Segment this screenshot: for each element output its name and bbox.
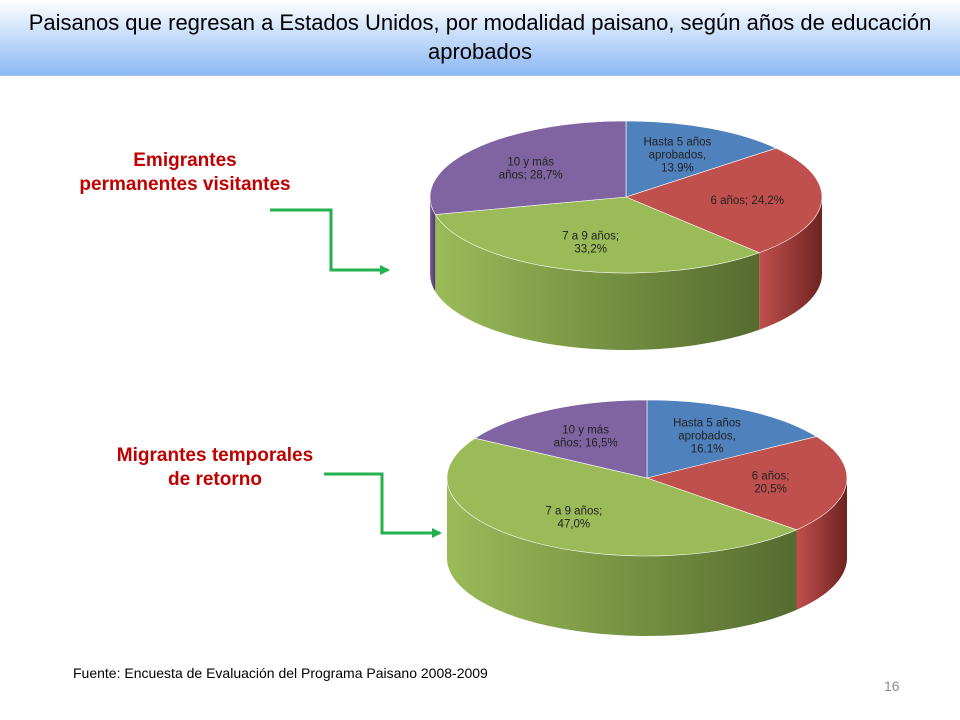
- group-label-line: de retorno: [168, 469, 262, 490]
- arrow-connector-2: [324, 472, 442, 538]
- pie-slice: [645, 436, 848, 531]
- pie-slice-side: [447, 478, 797, 636]
- pie-slice: [429, 120, 627, 215]
- group-label-line: Migrantes temporales: [116, 445, 314, 466]
- pie-slice-label: 10 y más años; 16,5%: [554, 424, 618, 449]
- title-bar: Paisanos que regresan a Estados Unidos, …: [0, 0, 960, 76]
- arrow-connector-1: [270, 208, 390, 275]
- pie-slice: [646, 399, 818, 479]
- pie-slice-side: [759, 197, 822, 330]
- pie-slice-side: [796, 478, 847, 610]
- pie-slice-label: 7 a 9 años; 33,2%: [562, 231, 619, 256]
- group-label-line: Emigrantes: [133, 150, 237, 171]
- group-label-line: permanentes visitantes: [79, 174, 291, 195]
- group-label-migrantes: Migrantes temporales de retorno: [80, 444, 350, 492]
- pie-slice-label: Hasta 5 años aprobados, 16.1%: [673, 418, 741, 456]
- pie-slice: [625, 120, 778, 198]
- pie-slice-label: Hasta 5 años aprobados, 13.9%: [644, 136, 712, 174]
- pie-slice-side: [435, 214, 760, 351]
- pie-slice-label: 6 años; 20,5%: [752, 471, 790, 496]
- pie-slice-label: 6 años; 24,2%: [711, 195, 785, 207]
- page-number: 16: [884, 678, 900, 694]
- group-label-emigrantes: Emigrantes permanentes visitantes: [50, 149, 320, 197]
- pie-slice: [446, 437, 798, 557]
- pie-slice-side: [430, 197, 436, 292]
- pie-slice: [474, 399, 648, 479]
- pie-slice-label: 10 y más años; 28,7%: [499, 156, 563, 181]
- pie-slice-label: 7 a 9 años; 47,0%: [545, 506, 602, 531]
- pie-slice: [434, 196, 761, 274]
- pie-slice: [625, 147, 823, 254]
- source-note: Fuente: Encuesta de Evaluación del Progr…: [73, 665, 488, 681]
- page-title: Paisanos que regresan a Estados Unidos, …: [28, 10, 932, 64]
